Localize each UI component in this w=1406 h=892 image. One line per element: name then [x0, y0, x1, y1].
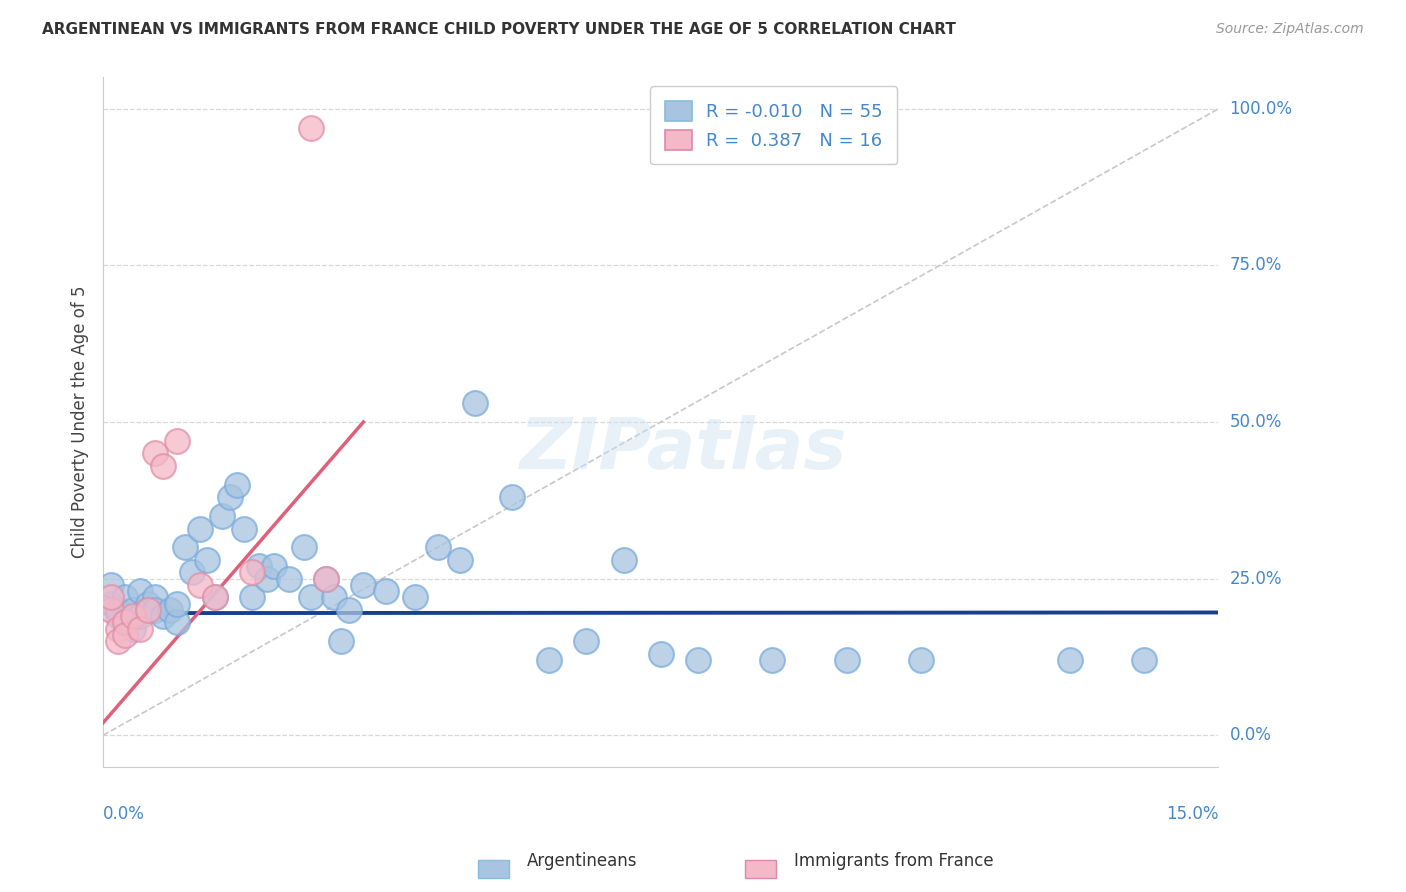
Point — [315, 572, 337, 586]
Point — [122, 603, 145, 617]
Point — [136, 603, 159, 617]
Point — [100, 603, 122, 617]
Point — [686, 653, 709, 667]
Point — [188, 522, 211, 536]
Point — [129, 609, 152, 624]
Point — [100, 578, 122, 592]
Point — [575, 634, 598, 648]
Point — [613, 553, 636, 567]
Point — [240, 566, 263, 580]
Text: 100.0%: 100.0% — [1230, 100, 1292, 118]
Legend: R = -0.010   N = 55, R =  0.387   N = 16: R = -0.010 N = 55, R = 0.387 N = 16 — [650, 87, 897, 164]
Point — [278, 572, 301, 586]
Text: 0.0%: 0.0% — [1230, 726, 1271, 744]
Point — [330, 634, 353, 648]
Point — [256, 572, 278, 586]
Point — [426, 541, 449, 555]
Point — [910, 653, 932, 667]
Point — [226, 477, 249, 491]
Point — [449, 553, 471, 567]
Point — [107, 622, 129, 636]
Point — [195, 553, 218, 567]
Point — [114, 615, 136, 630]
Text: 15.0%: 15.0% — [1166, 805, 1219, 823]
Point — [315, 572, 337, 586]
Point — [204, 591, 226, 605]
Point — [233, 522, 256, 536]
Point — [263, 559, 285, 574]
Y-axis label: Child Poverty Under the Age of 5: Child Poverty Under the Age of 5 — [72, 285, 89, 558]
Point — [835, 653, 858, 667]
Point — [322, 591, 344, 605]
Point — [107, 609, 129, 624]
Point — [218, 490, 240, 504]
Point — [299, 591, 322, 605]
Point — [152, 458, 174, 473]
Point — [464, 396, 486, 410]
Point — [247, 559, 270, 574]
Point — [352, 578, 374, 592]
Point — [166, 597, 188, 611]
Point — [650, 647, 672, 661]
Point — [211, 508, 233, 523]
Point — [181, 566, 204, 580]
Point — [159, 603, 181, 617]
Point — [299, 120, 322, 135]
Point — [122, 622, 145, 636]
Point — [501, 490, 523, 504]
Text: 25.0%: 25.0% — [1230, 570, 1282, 588]
Point — [107, 634, 129, 648]
Text: Source: ZipAtlas.com: Source: ZipAtlas.com — [1216, 22, 1364, 37]
Point — [240, 591, 263, 605]
Point — [761, 653, 783, 667]
Point — [166, 615, 188, 630]
Point — [152, 609, 174, 624]
Point — [136, 597, 159, 611]
Point — [143, 591, 166, 605]
Point — [188, 578, 211, 592]
Point — [136, 603, 159, 617]
Point — [100, 597, 122, 611]
Point — [1133, 653, 1156, 667]
Point — [122, 609, 145, 624]
Point — [374, 584, 396, 599]
Point — [538, 653, 561, 667]
Point — [166, 434, 188, 448]
Point — [143, 603, 166, 617]
Point — [337, 603, 360, 617]
Text: 50.0%: 50.0% — [1230, 413, 1282, 431]
Point — [129, 584, 152, 599]
Point — [292, 541, 315, 555]
Point — [100, 591, 122, 605]
Text: ZIPatlas: ZIPatlas — [519, 415, 846, 484]
Point — [1059, 653, 1081, 667]
Text: Immigrants from France: Immigrants from France — [794, 852, 994, 870]
Point — [204, 591, 226, 605]
Point — [143, 446, 166, 460]
Point — [107, 603, 129, 617]
Text: 75.0%: 75.0% — [1230, 256, 1282, 275]
Text: Argentineans: Argentineans — [527, 852, 638, 870]
Point — [114, 591, 136, 605]
Point — [114, 628, 136, 642]
Text: 0.0%: 0.0% — [103, 805, 145, 823]
Point — [129, 622, 152, 636]
Point — [174, 541, 197, 555]
Point — [404, 591, 426, 605]
Text: ARGENTINEAN VS IMMIGRANTS FROM FRANCE CHILD POVERTY UNDER THE AGE OF 5 CORRELATI: ARGENTINEAN VS IMMIGRANTS FROM FRANCE CH… — [42, 22, 956, 37]
Point — [114, 615, 136, 630]
